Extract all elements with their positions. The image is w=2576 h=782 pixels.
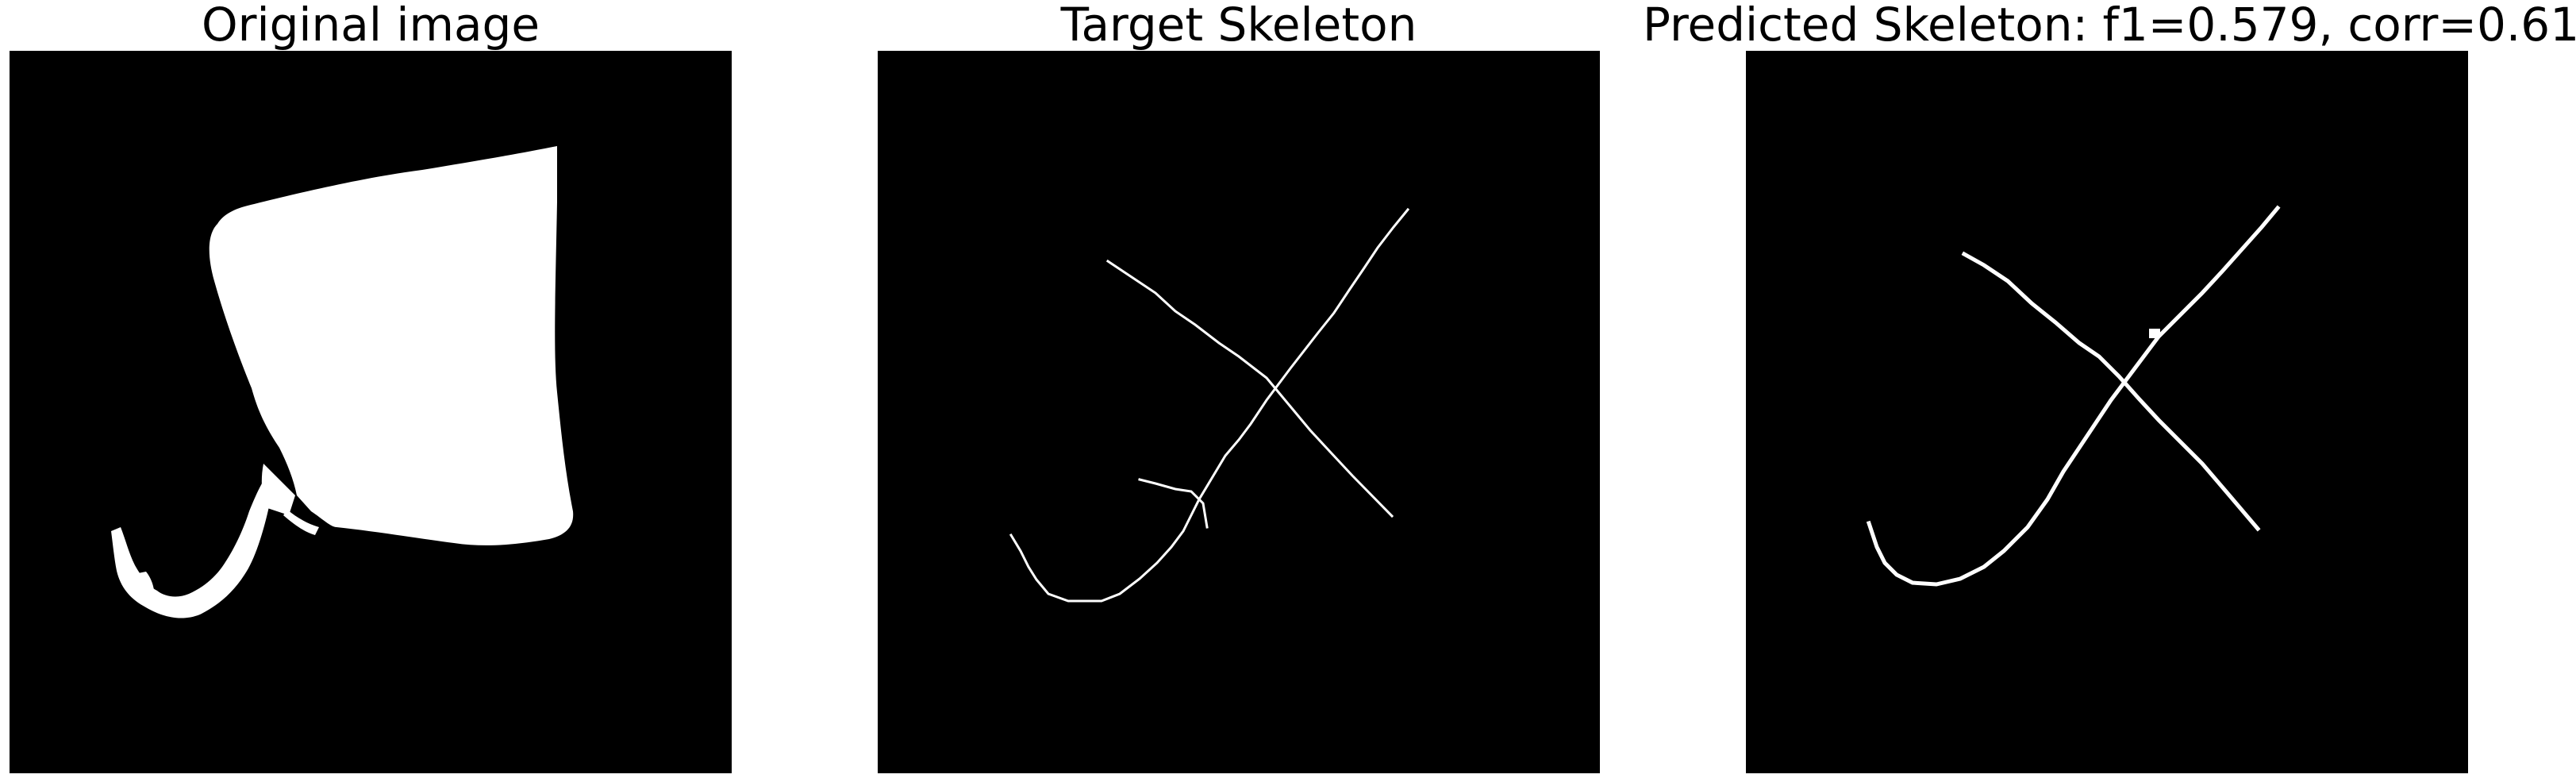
panel-title-predicted: Predicted Skeleton: f1=0.579, corr=0.610 xyxy=(1643,0,2576,52)
stingray-tail xyxy=(111,483,271,618)
predicted-skeleton-lines xyxy=(1746,51,2468,773)
panel-predicted-skeleton: Predicted Skeleton: f1=0.579, corr=0.610 xyxy=(1643,0,2576,782)
stingray-fin-lower xyxy=(261,464,295,515)
stingray-clasper xyxy=(138,572,155,600)
target-skeleton-image xyxy=(878,51,1600,773)
target-branch-a xyxy=(1105,259,1394,518)
panel-title-target: Target Skeleton xyxy=(1060,0,1417,52)
original-image xyxy=(10,51,732,773)
predicted-junction xyxy=(2149,329,2160,338)
stingray-body xyxy=(209,146,574,545)
target-branch-c xyxy=(1138,478,1209,529)
stingray-tail-notch xyxy=(283,510,319,535)
stingray-silhouette xyxy=(10,51,732,773)
predicted-branch-a xyxy=(1961,251,2261,532)
predicted-skeleton-image xyxy=(1746,51,2468,773)
panel-original-image: Original image xyxy=(10,0,732,782)
target-branch-b xyxy=(1009,207,1410,603)
target-skeleton-lines xyxy=(878,51,1600,773)
panel-title-original: Original image xyxy=(201,0,540,52)
predicted-branch-b xyxy=(1866,205,2281,587)
panel-target-skeleton: Target Skeleton xyxy=(878,0,1600,782)
